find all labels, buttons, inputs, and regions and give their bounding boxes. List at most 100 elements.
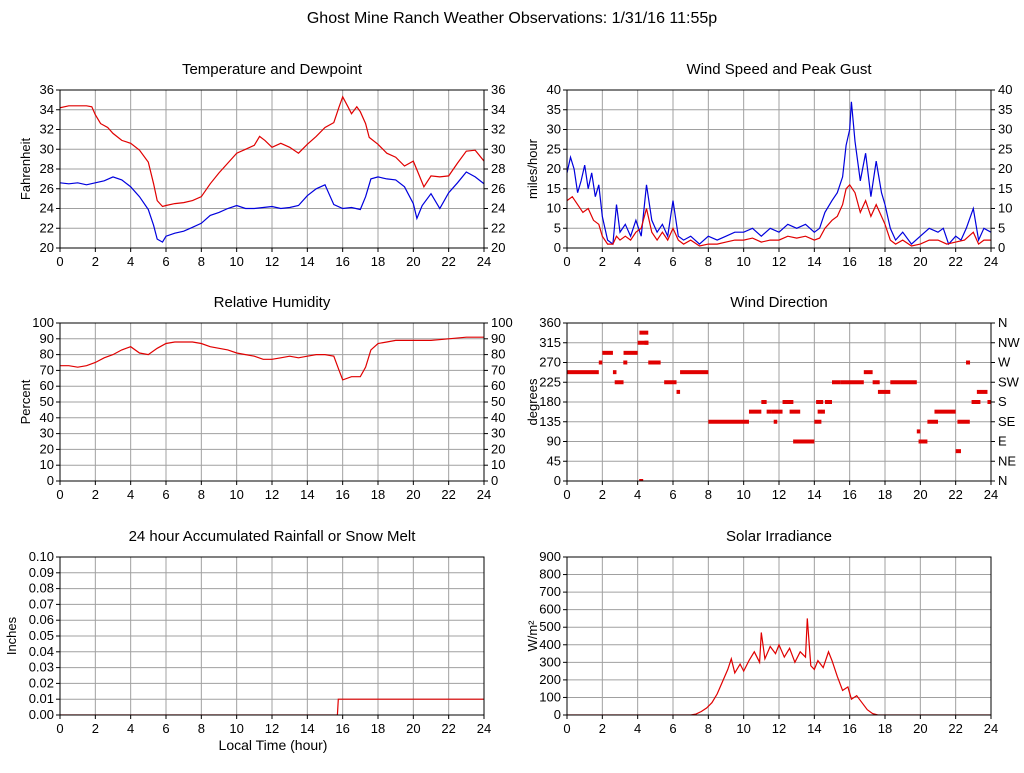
direction-mark xyxy=(816,400,824,404)
y-tick-label: 100 xyxy=(32,315,54,330)
x-tick-label: 0 xyxy=(563,487,570,502)
x-tick-label: 16 xyxy=(335,487,349,502)
y-tick-label: 0.03 xyxy=(29,660,54,675)
right-tick-label: W xyxy=(998,355,1011,370)
direction-dot xyxy=(789,400,794,404)
x-tick-label: 8 xyxy=(198,721,205,736)
direction-mark xyxy=(793,439,815,444)
x-tick-label: 6 xyxy=(669,721,676,736)
y-tick-label: 60 xyxy=(40,378,54,393)
y-tick-label: 180 xyxy=(539,394,561,409)
direction-mark xyxy=(890,380,917,385)
y-tick-label: 24 xyxy=(40,201,54,216)
series-line-1 xyxy=(567,183,991,247)
plot-area xyxy=(567,618,991,715)
plot-frame xyxy=(566,322,992,482)
x-tick-label: 4 xyxy=(634,254,641,269)
page-title: Ghost Mine Ranch Weather Observations: 1… xyxy=(307,10,717,27)
direction-mark xyxy=(877,389,891,394)
direction-mark xyxy=(821,409,825,414)
y-tick-label: 30 xyxy=(547,122,561,137)
direction-mark xyxy=(773,419,778,424)
x-tick-label: 2 xyxy=(92,487,99,502)
x-tick-label: 18 xyxy=(371,721,385,736)
x-tick-label: 12 xyxy=(772,721,786,736)
y-tick-label: 225 xyxy=(539,374,561,389)
y-tick-label: 0 xyxy=(554,473,561,488)
x-tick-label: 6 xyxy=(669,487,676,502)
x-tick-label: 4 xyxy=(127,721,134,736)
x-tick-label: 12 xyxy=(772,487,786,502)
direction-mark xyxy=(664,380,677,385)
y-tick-label: 50 xyxy=(40,394,54,409)
y-tick-label: 360 xyxy=(539,315,561,330)
y-tick-label: 0 xyxy=(554,240,561,255)
right-tick-label: 30 xyxy=(491,426,505,441)
y-tick-label: 700 xyxy=(539,584,561,599)
direction-dot xyxy=(966,360,971,365)
right-tick-label: 20 xyxy=(998,161,1012,176)
series-line-0 xyxy=(60,95,484,208)
right-tick-label: 30 xyxy=(491,141,505,156)
x-tick-label: 10 xyxy=(736,721,750,736)
x-tick-label: 14 xyxy=(807,254,821,269)
y-tick-label: 5 xyxy=(554,220,561,235)
right-tick-label: 40 xyxy=(491,410,505,425)
right-tick-label: 60 xyxy=(491,378,505,393)
y-tick-label: 0.07 xyxy=(29,596,54,611)
x-tick-label: 12 xyxy=(265,254,279,269)
x-tick-label: 14 xyxy=(300,254,314,269)
y-tick-label: 45 xyxy=(547,453,561,468)
x-tick-label: 20 xyxy=(913,721,927,736)
y-tick-label: 32 xyxy=(40,122,54,137)
y-tick-label: 0 xyxy=(47,473,54,488)
x-tick-label: 0 xyxy=(56,721,63,736)
direction-mark xyxy=(637,340,649,345)
series-line-0 xyxy=(60,698,484,715)
direction-mark xyxy=(957,419,970,424)
direction-mark xyxy=(766,409,772,414)
x-tick-label: 2 xyxy=(599,721,606,736)
direction-mark xyxy=(863,370,873,375)
right-tick-label: 34 xyxy=(491,102,505,117)
right-tick-label: 15 xyxy=(998,181,1012,196)
right-tick-label: 28 xyxy=(491,161,505,176)
x-tick-label: 8 xyxy=(198,487,205,502)
x-tick-label: 16 xyxy=(335,721,349,736)
chart-title: Wind Speed and Peak Gust xyxy=(686,61,872,78)
y-tick-label: 0.02 xyxy=(29,675,54,690)
x-tick-label: 2 xyxy=(92,721,99,736)
direction-mark xyxy=(680,370,709,375)
x-tick-label: 0 xyxy=(563,254,570,269)
direction-mark xyxy=(789,409,801,414)
direction-mark xyxy=(782,400,790,404)
x-tick-label: 16 xyxy=(842,487,856,502)
x-tick-label: 0 xyxy=(56,254,63,269)
y-tick-label: 600 xyxy=(539,602,561,617)
direction-mark xyxy=(602,350,613,355)
direction-mark xyxy=(648,360,661,365)
y-tick-label: 200 xyxy=(539,672,561,687)
y-tick-label: 0.05 xyxy=(29,628,54,643)
direction-mark xyxy=(927,419,938,424)
x-tick-label: 22 xyxy=(441,487,455,502)
y-tick-label: 135 xyxy=(539,414,561,429)
chart-title: Temperature and Dewpoint xyxy=(182,61,363,78)
x-tick-label: 12 xyxy=(265,487,279,502)
y-axis-label: Percent xyxy=(18,379,33,424)
y-axis-label: miles/hour xyxy=(525,138,540,199)
x-tick-label: 16 xyxy=(842,254,856,269)
right-tick-label: 22 xyxy=(491,220,505,235)
x-tick-label: 24 xyxy=(477,487,491,502)
y-tick-label: 20 xyxy=(40,240,54,255)
y-tick-label: 0.04 xyxy=(29,644,54,659)
right-tick-label: 20 xyxy=(491,441,505,456)
x-tick-label: 22 xyxy=(948,721,962,736)
x-tick-label: 24 xyxy=(477,254,491,269)
direction-mark xyxy=(918,439,928,444)
y-tick-label: 0.00 xyxy=(29,707,54,722)
x-tick-label: 8 xyxy=(198,254,205,269)
